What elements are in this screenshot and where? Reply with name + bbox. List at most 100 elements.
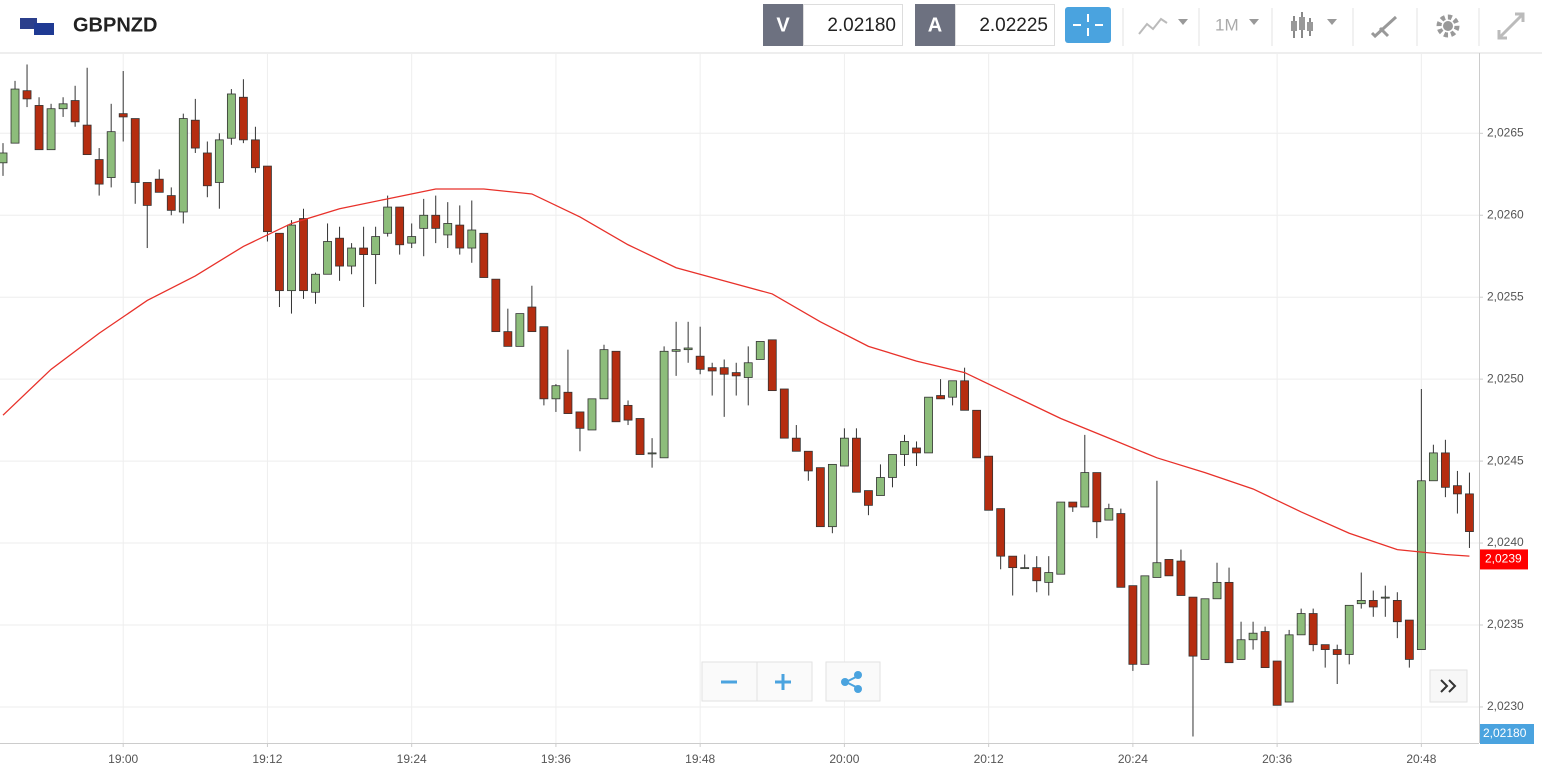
share-button[interactable] — [825, 661, 881, 702]
scroll-end-button[interactable] — [1429, 669, 1468, 703]
candle-body — [10, 88, 20, 144]
x-tick-label: 20:24 — [1118, 752, 1148, 766]
crosshair-button[interactable] — [1065, 7, 1111, 43]
candle-body — [840, 437, 849, 467]
ask-button[interactable] — [915, 4, 955, 46]
candle-body — [1152, 562, 1162, 578]
candle-body — [972, 409, 982, 459]
candle-body — [1428, 452, 1438, 482]
candle-body — [671, 349, 681, 352]
candle-body — [1104, 508, 1114, 521]
candle-body — [948, 380, 957, 398]
candle-body — [359, 247, 369, 255]
candle-body — [371, 236, 381, 255]
candle-body — [659, 350, 669, 459]
candle-body — [888, 454, 897, 478]
crosshair-icon — [1073, 14, 1103, 36]
x-tick-label: 19:12 — [252, 752, 282, 766]
candle-body — [1032, 567, 1042, 582]
candle-body — [1453, 485, 1462, 495]
candle-body — [611, 350, 621, 423]
x-tick-label: 20:48 — [1406, 752, 1436, 766]
candle-body — [767, 339, 777, 392]
candle-body — [912, 447, 921, 454]
candle-body — [996, 508, 1006, 557]
candle-body — [1236, 639, 1246, 660]
y-tick-label: 2,0235 — [1487, 617, 1524, 631]
candle-body — [479, 232, 489, 278]
ma-price-tag — [1480, 549, 1528, 570]
candle-body — [1248, 632, 1258, 641]
candle-body — [190, 119, 200, 149]
candle-body — [755, 341, 765, 360]
candle-body — [1056, 501, 1066, 575]
candle-body — [311, 273, 320, 293]
candle-body — [779, 388, 789, 439]
candle-body — [70, 100, 80, 123]
dropdown-arrow — [1327, 19, 1337, 25]
candle-body — [419, 214, 429, 229]
candle-body — [1068, 501, 1078, 508]
share-dot — [841, 678, 849, 686]
candle-body — [82, 124, 92, 156]
candle-body — [1296, 613, 1306, 636]
flag-gb — [20, 18, 37, 29]
x-tick-label: 19:24 — [397, 752, 427, 766]
candle-body — [106, 131, 116, 178]
candle-body — [695, 355, 705, 370]
candle-body — [1020, 567, 1030, 570]
candle-body — [539, 326, 549, 400]
timeframe[interactable]: 1M — [1215, 15, 1239, 34]
bid-box — [803, 4, 903, 46]
candle-body — [491, 278, 501, 333]
candle-body — [1368, 600, 1378, 608]
y-tick-label: 2,0245 — [1487, 453, 1524, 467]
candle-body — [58, 103, 68, 110]
bid-button[interactable] — [763, 4, 803, 46]
candle-body — [1116, 513, 1126, 588]
candle-body — [1416, 480, 1426, 650]
draw-icon[interactable] — [1370, 15, 1398, 39]
x-tick-label: 19:48 — [685, 752, 715, 766]
settings-icon[interactable] — [1436, 14, 1460, 38]
candle-body — [431, 214, 441, 229]
chart-type-icon[interactable] — [1138, 17, 1168, 35]
fullscreen-icon[interactable] — [1497, 12, 1525, 40]
candle-body — [118, 113, 128, 118]
candle-body — [924, 396, 933, 454]
candle-body — [1320, 644, 1330, 650]
toolbar: GBPNZD V 2.02180 A 2.02225 1M — [0, 0, 1542, 54]
candle-body — [1308, 613, 1318, 646]
candle-body — [623, 404, 633, 421]
candle-body — [46, 108, 56, 151]
candle-body — [1272, 660, 1282, 706]
candle-body — [1188, 596, 1198, 657]
candle-body — [1200, 598, 1210, 660]
candle-body — [815, 467, 825, 528]
candle-body — [1080, 472, 1090, 508]
candle-body — [1344, 604, 1354, 655]
candle-body — [22, 90, 32, 100]
candle-body — [587, 398, 597, 431]
y-tick-label: 2,0265 — [1487, 125, 1524, 139]
candle-body — [1465, 493, 1474, 532]
candle-body — [275, 232, 284, 292]
candle-body — [335, 237, 344, 267]
candle-icon-bodies — [1291, 17, 1313, 31]
candle-body — [515, 313, 525, 347]
candle-body — [1212, 581, 1222, 600]
candle-body — [1380, 596, 1390, 599]
candle-body — [527, 306, 537, 333]
candle-body — [1128, 585, 1138, 665]
candle-body — [1284, 634, 1294, 703]
plot: 2,0230 2,0235 2,0240 2,0245 2,0250 2,0255 2,02… — [0, 53, 1534, 766]
candle-body — [1224, 581, 1234, 664]
candle-body — [323, 241, 332, 275]
candle-body — [1164, 559, 1174, 577]
flag-nz — [34, 23, 54, 35]
dropdown-arrow — [1249, 19, 1259, 25]
candle-body — [731, 372, 741, 377]
y-tick-label: 2,0255 — [1487, 289, 1524, 303]
candle-body — [226, 93, 236, 139]
